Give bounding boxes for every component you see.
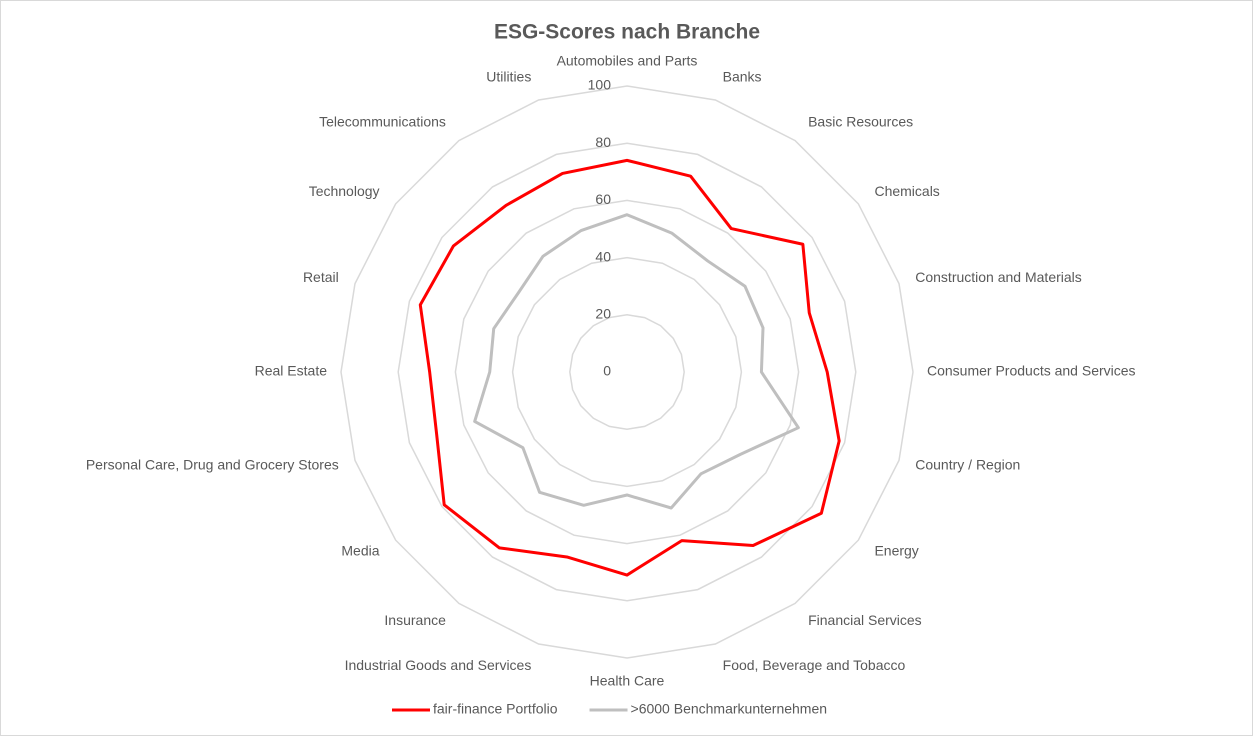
grid-line <box>340 85 914 659</box>
category-label: Industrial Goods and Services <box>345 657 532 673</box>
category-label: Food, Beverage and Tobacco <box>723 657 906 673</box>
series-line <box>473 213 800 510</box>
category-label: Energy <box>874 542 918 558</box>
grid-line <box>397 142 857 602</box>
category-label: Technology <box>309 183 380 199</box>
r-tick-label: 60 <box>595 191 611 207</box>
grid-line <box>569 314 685 430</box>
category-label: Retail <box>303 269 339 285</box>
category-label: Consumer Products and Services <box>927 363 1136 379</box>
grid-line <box>454 199 800 545</box>
category-label: Insurance <box>384 612 446 628</box>
category-label: Telecommunications <box>319 113 446 129</box>
category-label: Personal Care, Drug and Grocery Stores <box>86 456 339 472</box>
category-label: Media <box>341 542 379 558</box>
r-tick-label: 100 <box>588 77 612 93</box>
chart-title: ESG-Scores nach Branche <box>494 21 760 44</box>
category-label: Automobiles and Parts <box>557 53 698 69</box>
grid-line <box>511 256 743 488</box>
category-label: Banks <box>723 68 762 84</box>
r-tick-label: 0 <box>603 363 611 379</box>
series-line <box>418 158 841 577</box>
legend-label: fair-finance Portfolio <box>433 701 558 717</box>
r-tick-label: 20 <box>595 306 611 322</box>
category-label: Financial Services <box>808 612 922 628</box>
category-label: Chemicals <box>874 183 939 199</box>
category-label: Real Estate <box>255 363 328 379</box>
r-tick-label: 80 <box>595 134 611 150</box>
legend-label: >6000 Benchmarkunternehmen <box>631 701 828 717</box>
category-label: Health Care <box>590 673 665 689</box>
category-label: Utilities <box>486 68 531 84</box>
category-label: Basic Resources <box>808 113 913 129</box>
r-tick-label: 40 <box>595 248 611 264</box>
category-label: Country / Region <box>915 456 1020 472</box>
category-label: Construction and Materials <box>915 269 1082 285</box>
